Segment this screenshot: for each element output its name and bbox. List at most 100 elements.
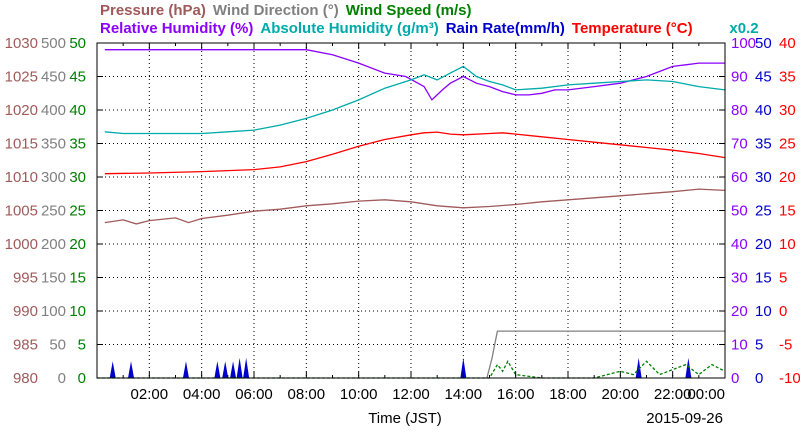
pressure-tick-label: 1025	[5, 69, 38, 86]
humidity-tick-label: 60	[731, 169, 748, 186]
wind_direction-tick-label: 250	[41, 203, 66, 220]
pressure-tick-label: 985	[13, 337, 38, 354]
axes: 9809859909951000100510101015102010251030…	[5, 35, 800, 387]
wind_speed-tick-label: 20	[69, 236, 86, 253]
legend-wind-direction: Wind Direction (°)	[213, 2, 339, 19]
rain_rate-tick-label: 10	[755, 303, 772, 320]
x-tick-label: 10:00	[340, 386, 378, 403]
temperature-tick-label: 5	[779, 270, 787, 287]
series-wind-direction-line	[486, 330, 725, 379]
wind_direction-tick-label: 200	[41, 236, 66, 253]
wind_direction-tick-label: 50	[49, 337, 66, 354]
temperature-tick-label: 15	[779, 203, 796, 220]
plot-frame	[96, 42, 726, 379]
temperature-tick-label: 35	[779, 69, 796, 86]
temperature-tick-label: 10	[779, 236, 796, 253]
pressure-tick-label: 980	[13, 370, 38, 387]
wind_speed-tick-label: 10	[69, 303, 86, 320]
wind_direction-tick-label: 150	[41, 270, 66, 287]
x-tick-label: 08:00	[288, 386, 326, 403]
humidity-tick-label: 0	[731, 370, 739, 387]
legend-wind-speed-m-s: Wind Speed (m/s)	[346, 2, 472, 19]
pressure-tick-label: 990	[13, 303, 38, 320]
wind_speed-tick-label: 40	[69, 102, 86, 119]
chart-title-row-1: Pressure (hPa) Wind Direction (°) Wind Spe…	[100, 2, 471, 19]
temperature-tick-label: 20	[779, 169, 796, 186]
series-layer	[97, 49, 726, 379]
temperature-tick-label: 30	[779, 102, 796, 119]
rain-rate-peak-7	[236, 357, 243, 378]
wind_speed-tick-label: 35	[69, 136, 86, 153]
x-tick-label: 02:00	[131, 386, 169, 403]
wind_direction-tick-label: 400	[41, 102, 66, 119]
grid	[97, 43, 725, 378]
wind_speed-tick-label: 5	[78, 337, 86, 354]
x-tick-label: 06:00	[235, 386, 273, 403]
rain-rate-peak-2	[128, 361, 135, 378]
legend-absolute-humidity-g-m: Absolute Humidity (g/m³)	[260, 20, 438, 37]
rain-rate-peak-6	[230, 361, 237, 378]
rain-rate-peak-10	[635, 357, 642, 378]
x-tick-label: 14:00	[445, 386, 483, 403]
pressure-tick-label: 1020	[5, 102, 38, 119]
rain_rate-tick-label: 0	[755, 370, 763, 387]
humidity-tick-label: 20	[731, 303, 748, 320]
wind_direction-tick-label: 300	[41, 169, 66, 186]
rain_rate-tick-label: 25	[755, 203, 772, 220]
wind_direction-tick-label: 500	[41, 35, 66, 52]
rain_rate-tick-label: 40	[755, 102, 772, 119]
rain-rate-peak-9	[460, 357, 467, 378]
temperature-tick-label: 40	[779, 35, 796, 52]
rain_rate-tick-label: 20	[755, 236, 772, 253]
pressure-tick-label: 1010	[5, 169, 38, 186]
humidity-tick-label: 90	[731, 69, 748, 86]
rain_rate-tick-label: 15	[755, 270, 772, 287]
pressure-tick-label: 1015	[5, 136, 38, 153]
rain-rate-peak-5	[222, 361, 229, 378]
legend-temperature-c: Temperature (°C)	[572, 20, 693, 37]
wind_speed-tick-label: 15	[69, 270, 86, 287]
chart-title-block: Pressure (hPa) Wind Direction (°) Wind Spe…	[100, 2, 759, 37]
x-tick-label: 16:00	[497, 386, 535, 403]
temperature-tick-label: -5	[779, 337, 792, 354]
series-pressure-line	[104, 188, 726, 225]
humidity-tick-label: 70	[731, 136, 748, 153]
x-tick-label: 12:00	[392, 386, 430, 403]
x-tick-label: 00:00	[687, 386, 725, 403]
series-temperature-line	[104, 131, 726, 175]
temperature-tick-label: 0	[779, 303, 787, 320]
chart-title-row-2: Relative Humidity (%) Absolute Humidity (…	[100, 20, 693, 37]
rain-rate-peak-1	[109, 361, 116, 378]
series-relative-humidity-line	[104, 49, 725, 101]
series-wind-speed-line	[97, 359, 726, 379]
humidity-tick-label: 40	[731, 236, 748, 253]
date-label: 2015-09-26	[646, 410, 723, 427]
rain_rate-tick-label: 35	[755, 136, 772, 153]
x-axis-labels: 02:00 04:00 06:00 08:00 10:00 12:00 14:00 16:00…	[131, 386, 725, 427]
x-axis-title: Time (JST)	[368, 410, 442, 427]
pressure-tick-label: 1005	[5, 203, 38, 220]
wind_speed-tick-label: 30	[69, 169, 86, 186]
x-tick-label: 20:00	[602, 386, 640, 403]
humidity-tick-label: 10	[731, 337, 748, 354]
x-tick-label: 18:00	[549, 386, 587, 403]
wind_speed-tick-label: 0	[78, 370, 86, 387]
rain_rate-tick-label: 5	[755, 337, 763, 354]
rain-rate-peak-3	[182, 361, 189, 378]
x-tick-label: 04:00	[183, 386, 221, 403]
pressure-tick-label: 1030	[5, 35, 38, 52]
wind_speed-tick-label: 45	[69, 69, 86, 86]
rain_rate-tick-label: 50	[755, 35, 772, 52]
wind_direction-tick-label: 100	[41, 303, 66, 320]
rain_rate-tick-label: 45	[755, 69, 772, 86]
pressure-tick-label: 1000	[5, 236, 38, 253]
wind_direction-tick-label: 0	[58, 370, 66, 387]
x-tick-label: 22:00	[654, 386, 692, 403]
rain-rate-peak-8	[243, 357, 250, 378]
humidity-tick-label: 30	[731, 270, 748, 287]
humidity-tick-label: 100	[731, 35, 756, 52]
humidity-tick-label: 80	[731, 102, 748, 119]
scale-note: x0.2	[729, 20, 758, 37]
legend-relative-humidity: Relative Humidity (%)	[100, 20, 253, 37]
